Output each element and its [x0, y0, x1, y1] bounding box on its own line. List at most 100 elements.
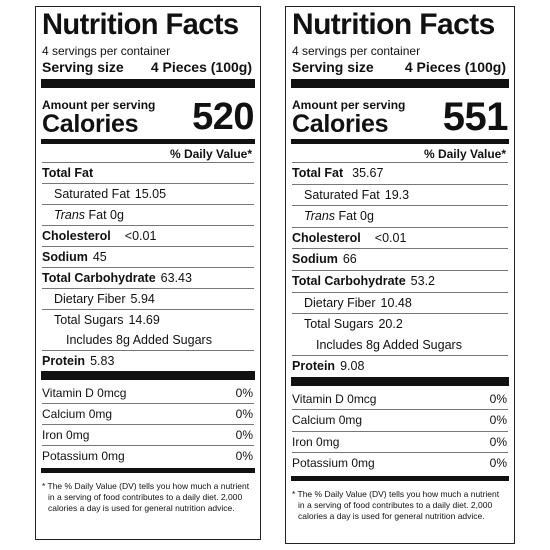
footnote: * The % Daily Value (DV) tells you how m…	[292, 488, 500, 521]
vitamin-amount: 0mcg	[97, 386, 127, 400]
total-fat-row: Total Fat	[42, 162, 254, 183]
vitamin-row: Vitamin D 0mcg 0%	[42, 383, 254, 403]
carbohydrate-value: 53.2	[410, 273, 436, 288]
trans-fat-row: Trans Fat 0g	[42, 204, 254, 225]
cholesterol-label: Cholesterol	[292, 230, 361, 245]
daily-value-header: % Daily Value*	[169, 147, 252, 161]
vitamin-name: Iron	[292, 434, 313, 449]
divider-medium	[291, 475, 509, 481]
amount-per-serving: Amount per serving	[292, 98, 406, 112]
footnote: * The % Daily Value (DV) tells you how m…	[42, 481, 250, 513]
carbohydrate-row: Total Carbohydrate 53.2	[292, 269, 508, 292]
divider-thick	[291, 79, 509, 88]
vitamin-amount: 0mg	[338, 413, 363, 428]
label-title: Nutrition Facts	[292, 8, 495, 41]
carbohydrate-label: Total Carbohydrate	[292, 273, 406, 288]
vitamin-dv: 0%	[489, 434, 507, 449]
nutrition-label-right: Nutrition Facts 4 servings per container…	[285, 6, 515, 544]
cholesterol-row: Cholesterol <0.01	[42, 225, 254, 246]
carbohydrate-value: 63.43	[160, 271, 192, 285]
serving-size-label: Serving size	[292, 59, 374, 75]
divider-medium	[41, 139, 255, 144]
calories-row: Amount per serving Calories 520	[42, 91, 254, 137]
saturated-fat-label: Saturated Fat	[54, 187, 130, 201]
daily-value-header: % Daily Value*	[423, 147, 506, 161]
cholesterol-value: <0.01	[124, 229, 157, 243]
serving-size-row: Serving size 4 Pieces (100g)	[42, 58, 254, 76]
saturated-fat-row: Saturated Fat 19.3	[292, 183, 508, 206]
vitamin-name: Vitamin D	[292, 391, 344, 406]
vitamin-dv: 0%	[235, 428, 253, 442]
cholesterol-label: Cholesterol	[42, 229, 111, 243]
vitamin-dv: 0%	[489, 413, 507, 428]
serving-size-value: 4 Pieces (100g)	[150, 59, 252, 75]
vitamin-dv: 0%	[489, 391, 507, 406]
vitamin-row: Iron 0mg 0%	[42, 424, 254, 445]
vitamin-row: Calcium 0mg 0%	[42, 403, 254, 424]
sugars-label: Total Sugars	[304, 317, 374, 332]
protein-value: 5.83	[90, 354, 115, 368]
total-fat-label: Total Fat	[42, 166, 94, 180]
trans-fat-value: Fat 0g	[88, 208, 124, 222]
vitamin-amount: 0mg	[351, 456, 375, 471]
vitamin-amount: 0mg	[66, 428, 90, 442]
protein-label: Protein	[42, 354, 86, 368]
vitamin-amount: 0mg	[316, 434, 340, 449]
vitamin-row: Potassium 0mg 0%	[42, 445, 254, 466]
sugars-label: Total Sugars	[54, 313, 124, 327]
vitamin-row: Calcium 0mg 0%	[292, 409, 508, 431]
sodium-row: Sodium 45	[42, 246, 254, 267]
protein-value: 9.08	[340, 359, 365, 374]
vitamin-name: Iron	[42, 428, 63, 442]
cholesterol-row: Cholesterol <0.01	[292, 226, 508, 249]
vitamin-row: Iron 0mg 0%	[292, 430, 508, 453]
servings-per-container: 4 servings per container	[292, 44, 421, 58]
vitamin-dv: 0%	[235, 407, 253, 421]
saturated-fat-label: Saturated Fat	[304, 187, 380, 202]
vitamin-dv: 0%	[489, 456, 507, 471]
serving-size-label: Serving size	[42, 59, 124, 75]
saturated-fat-value: 19.3	[384, 187, 410, 202]
protein-label: Protein	[292, 359, 336, 374]
sodium-label: Sodium	[42, 250, 88, 264]
calories-value: 520	[192, 96, 254, 138]
vitamin-name: Potassium	[42, 449, 99, 463]
servings-per-container: 4 servings per container	[42, 44, 171, 58]
saturated-fat-row: Saturated Fat 15.05	[42, 183, 254, 204]
sodium-label: Sodium	[292, 252, 338, 267]
serving-size-row: Serving size 4 Pieces (100g)	[292, 58, 508, 76]
sodium-value: 45	[92, 250, 107, 264]
vitamin-amount: 0mg	[88, 407, 113, 421]
trans-fat-value: Fat 0g	[338, 209, 374, 224]
total-fat-label: Total Fat	[292, 166, 344, 180]
carbohydrate-label: Total Carbohydrate	[42, 271, 156, 285]
vitamin-dv: 0%	[235, 386, 253, 400]
total-fat-value: 35.67	[352, 166, 384, 180]
protein-row: Protein 9.08	[292, 355, 508, 377]
vitamin-name: Calcium	[42, 407, 86, 421]
added-sugars-row: Includes 8g Added Sugars	[292, 335, 508, 356]
added-sugars-text: Includes 8g Added Sugars	[66, 333, 212, 347]
vitamin-dv: 0%	[235, 449, 253, 463]
vitamin-row: Potassium 0mg 0%	[292, 452, 508, 474]
sodium-value: 66	[342, 252, 357, 267]
protein-row: Protein 5.83	[42, 350, 254, 371]
added-sugars-row: Includes 8g Added Sugars	[42, 330, 254, 350]
serving-size-value: 4 Pieces (100g)	[404, 59, 506, 75]
vitamin-name: Vitamin D	[42, 386, 94, 400]
sugars-row: Total Sugars 20.2	[292, 313, 508, 335]
fiber-value: 5.94	[130, 292, 155, 306]
fiber-row: Dietary Fiber 5.94	[42, 288, 254, 309]
fiber-label: Dietary Fiber	[54, 292, 126, 306]
cholesterol-value: <0.01	[374, 230, 407, 245]
sugars-value: 20.2	[378, 317, 403, 332]
divider-thick	[41, 371, 255, 380]
divider-medium	[41, 468, 255, 473]
divider-thick	[41, 79, 255, 88]
added-sugars-text: Includes 8g Added Sugars	[316, 337, 462, 352]
fiber-row: Dietary Fiber 10.48	[292, 291, 508, 314]
vitamin-row: Vitamin D 0mcg 0%	[292, 389, 508, 410]
trans-fat-row: Trans Fat 0g	[292, 205, 508, 227]
divider-medium	[291, 139, 509, 144]
calories-value: 551	[442, 95, 509, 139]
